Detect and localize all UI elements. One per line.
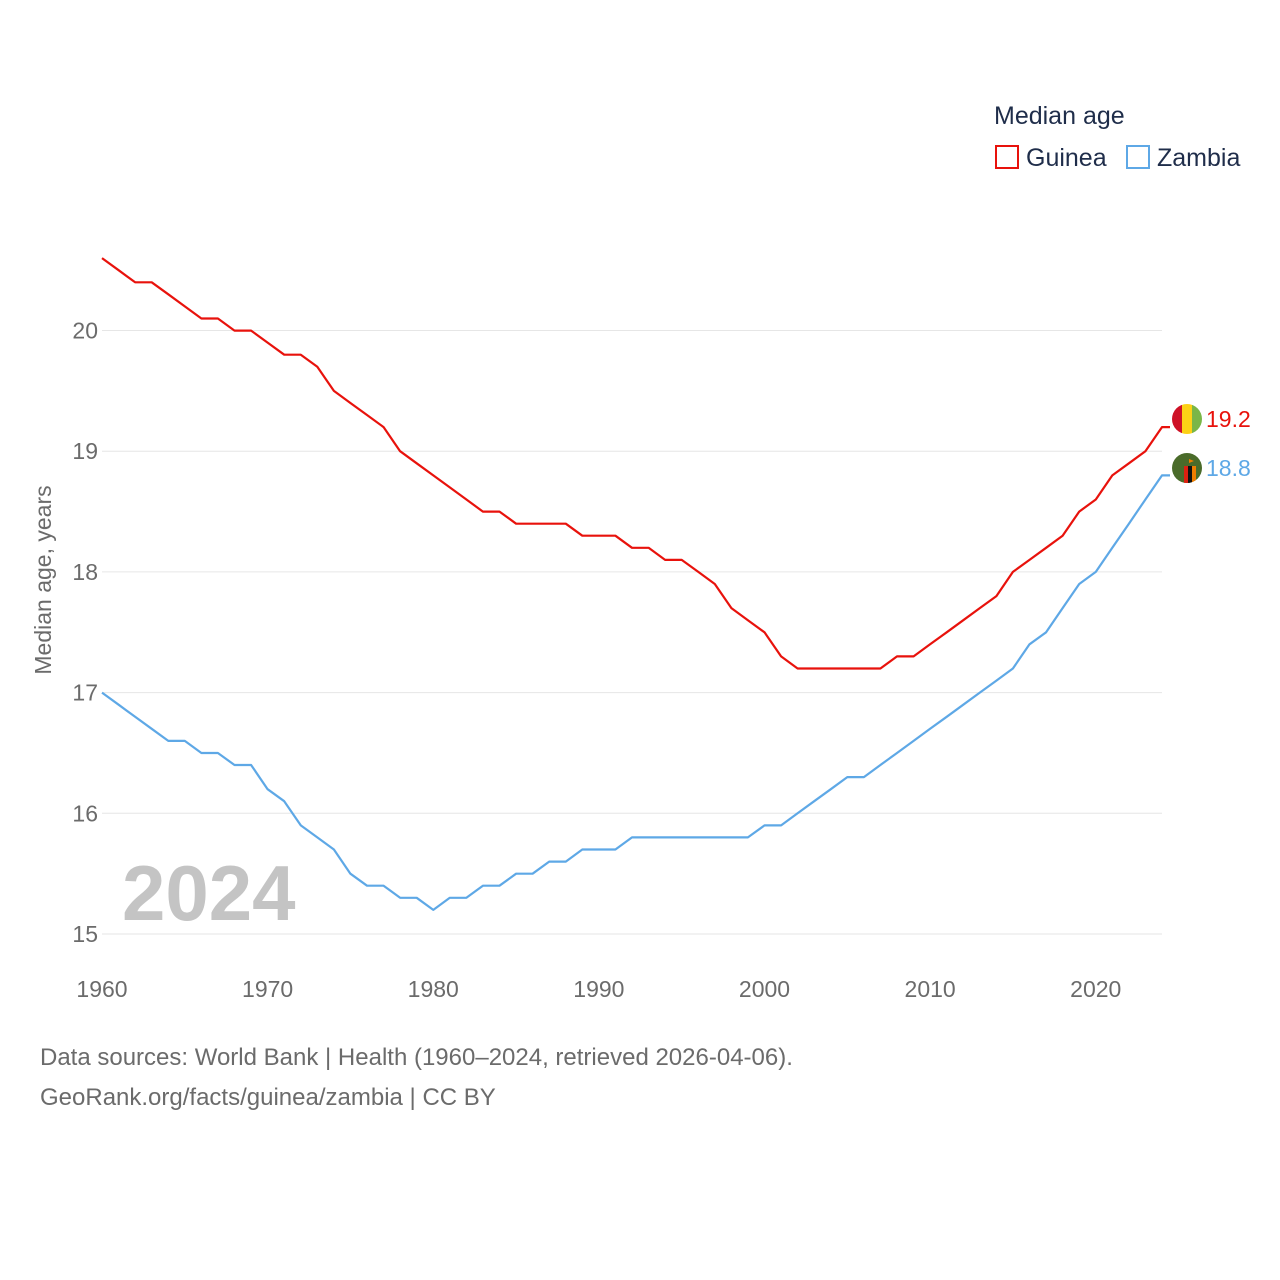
y-tick-label: 18 xyxy=(72,559,98,585)
series-layer xyxy=(101,257,1170,912)
x-tick-label: 1990 xyxy=(573,976,624,1002)
x-tick-label: 1980 xyxy=(408,976,459,1002)
legend-title: Median age xyxy=(994,102,1125,130)
x-tick-label: 2000 xyxy=(739,976,790,1002)
series-line-guinea xyxy=(101,257,1170,670)
legend: Median age Guinea Zambia xyxy=(994,102,1240,172)
x-axis-ticks: 1960 1970 1980 1990 2000 2010 2020 xyxy=(76,976,1121,1002)
line-chart: 15 16 17 18 19 20 1960 1970 1980 1990 2000 2010 202… xyxy=(30,102,1251,1002)
y-tick-label: 17 xyxy=(72,680,98,706)
y-axis-title: Median age, years xyxy=(30,485,56,674)
y-axis-ticks: 15 16 17 18 19 20 xyxy=(72,318,98,947)
x-tick-label: 2010 xyxy=(905,976,956,1002)
legend-label-zambia: Zambia xyxy=(1157,144,1240,172)
x-tick-label: 1970 xyxy=(242,976,293,1002)
y-tick-label: 15 xyxy=(72,921,98,947)
guinea-end-label: 19.2 xyxy=(1206,406,1251,432)
footer-credit: GeoRank.org/facts/guinea/zambia | CC BY xyxy=(40,1084,496,1111)
zambia-flag-icon xyxy=(1172,453,1202,483)
y-tick-label: 20 xyxy=(72,318,98,344)
year-watermark: 2024 xyxy=(122,849,296,937)
guinea-flag-icon xyxy=(1172,404,1202,434)
legend-swatch-guinea xyxy=(995,145,1019,169)
footer-source: Data sources: World Bank | Health (1960–… xyxy=(40,1044,793,1071)
series-line-zambia xyxy=(101,474,1170,912)
y-tick-label: 19 xyxy=(72,438,98,464)
zambia-end-label: 18.8 xyxy=(1206,455,1251,481)
legend-label-guinea: Guinea xyxy=(1026,144,1107,172)
gridlines xyxy=(102,330,1162,935)
x-tick-label: 1960 xyxy=(76,976,127,1002)
legend-swatch-zambia xyxy=(1126,145,1150,169)
y-tick-label: 16 xyxy=(72,800,98,826)
x-tick-label: 2020 xyxy=(1070,976,1121,1002)
